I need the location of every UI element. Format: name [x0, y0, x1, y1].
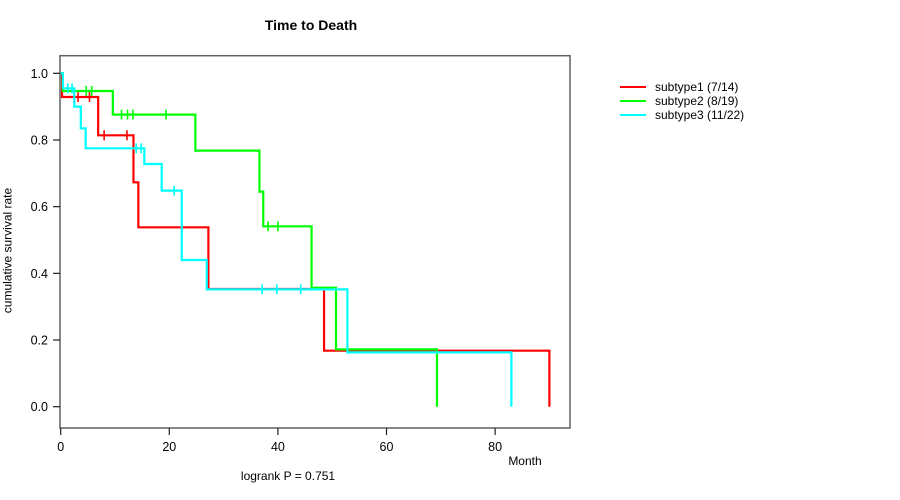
- survival-curve-subtype1: [60, 72, 551, 407]
- y-axis-tick-label: 0.2: [31, 334, 48, 348]
- x-axis-label: Month: [508, 454, 542, 468]
- y-axis-tick-label: 1.0: [31, 67, 48, 81]
- legend-item-subtype1: subtype1 (7/14): [620, 80, 744, 94]
- legend-line-swatch: [620, 114, 646, 116]
- y-axis-tick-label: 0.6: [31, 200, 48, 214]
- y-axis-tick-label: 0.8: [31, 133, 48, 147]
- legend: subtype1 (7/14) subtype2 (8/19) subtype3 (…: [620, 80, 744, 122]
- x-axis-tick-label: 0: [57, 440, 64, 454]
- x-axis-tick-label: 80: [488, 440, 502, 454]
- x-axis-tick-label: 60: [380, 440, 394, 454]
- legend-label: subtype3 (11/22): [655, 108, 745, 122]
- logrank-pvalue-annotation: logrank P = 0.751: [240, 469, 336, 483]
- y-axis-label: cumulative survival rate: [0, 187, 15, 314]
- y-axis-tick-label: 0.4: [31, 267, 48, 281]
- legend-item-subtype3: subtype3 (11/22): [620, 108, 744, 122]
- chart-title: Time to Death: [264, 17, 358, 33]
- legend-label: subtype2 (8/19): [655, 94, 739, 108]
- plot-frame: [59, 54, 571, 429]
- legend-label: subtype1 (7/14): [655, 80, 739, 94]
- legend-item-subtype2: subtype2 (8/19): [620, 94, 744, 108]
- survival-curve-subtype2: [60, 72, 439, 407]
- survival-curve-subtype3: [60, 72, 513, 407]
- x-axis-tick-label: 40: [271, 440, 285, 454]
- y-axis-tick-label: 0.0: [31, 400, 48, 414]
- legend-line-swatch: [620, 100, 646, 102]
- x-axis-tick-label: 20: [162, 440, 176, 454]
- legend-line-swatch: [620, 86, 646, 88]
